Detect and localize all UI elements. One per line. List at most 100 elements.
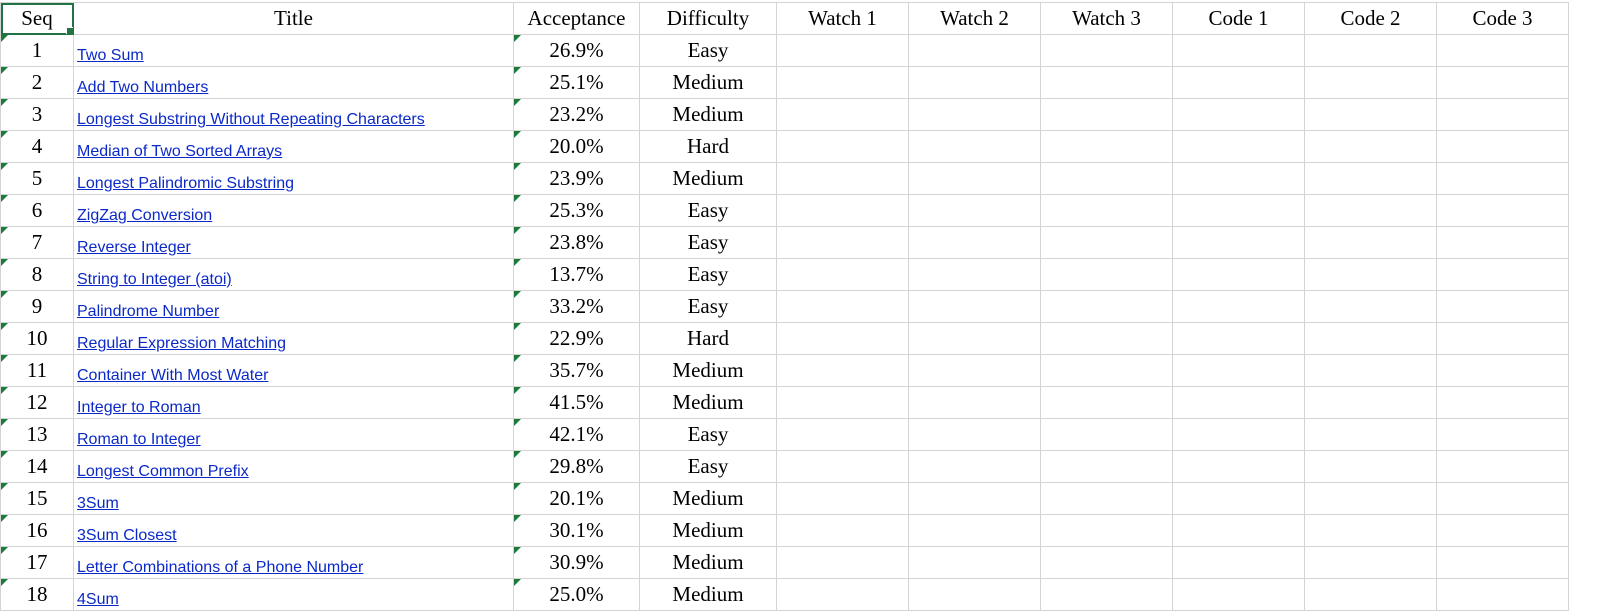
code-1-cell[interactable]: [1172, 258, 1305, 291]
code-1-cell[interactable]: [1172, 322, 1305, 355]
code-3-cell[interactable]: [1436, 162, 1569, 195]
seq-cell[interactable]: 14: [0, 450, 74, 483]
code-3-cell[interactable]: [1436, 578, 1569, 611]
code-2-cell[interactable]: [1304, 258, 1437, 291]
difficulty-cell[interactable]: Easy: [639, 34, 777, 67]
acceptance-cell[interactable]: 25.1%: [513, 66, 640, 99]
seq-cell[interactable]: 10: [0, 322, 74, 355]
title-link[interactable]: Median of Two Sorted Arrays: [77, 143, 283, 160]
watch-1-cell[interactable]: [776, 354, 909, 387]
difficulty-cell[interactable]: Medium: [639, 386, 777, 419]
code-1-cell[interactable]: [1172, 354, 1305, 387]
watch-2-cell[interactable]: [908, 450, 1041, 483]
watch-1-cell[interactable]: [776, 290, 909, 323]
watch-3-cell[interactable]: [1040, 450, 1173, 483]
title-cell[interactable]: Add Two Numbers: [73, 66, 514, 99]
code-2-cell[interactable]: [1304, 194, 1437, 227]
difficulty-cell[interactable]: Medium: [639, 98, 777, 131]
title-cell[interactable]: Longest Palindromic Substring: [73, 162, 514, 195]
watch-2-cell[interactable]: [908, 418, 1041, 451]
watch-1-cell[interactable]: [776, 514, 909, 547]
watch-2-cell[interactable]: [908, 258, 1041, 291]
seq-cell[interactable]: 5: [0, 162, 74, 195]
title-link[interactable]: Integer to Roman: [77, 399, 201, 416]
code-2-cell[interactable]: [1304, 514, 1437, 547]
title-cell[interactable]: Regular Expression Matching: [73, 322, 514, 355]
watch-1-cell[interactable]: [776, 418, 909, 451]
title-link[interactable]: Two Sum: [77, 47, 144, 64]
difficulty-cell[interactable]: Medium: [639, 514, 777, 547]
difficulty-cell[interactable]: Medium: [639, 546, 777, 579]
seq-cell[interactable]: 2: [0, 66, 74, 99]
code-2-cell[interactable]: [1304, 66, 1437, 99]
code-1-cell[interactable]: [1172, 386, 1305, 419]
watch-2-cell[interactable]: [908, 578, 1041, 611]
header-acceptance[interactable]: Acceptance: [513, 2, 640, 35]
code-2-cell[interactable]: [1304, 290, 1437, 323]
watch-2-cell[interactable]: [908, 98, 1041, 131]
difficulty-cell[interactable]: Easy: [639, 290, 777, 323]
code-3-cell[interactable]: [1436, 514, 1569, 547]
watch-3-cell[interactable]: [1040, 514, 1173, 547]
watch-3-cell[interactable]: [1040, 130, 1173, 163]
seq-cell[interactable]: 18: [0, 578, 74, 611]
code-1-cell[interactable]: [1172, 514, 1305, 547]
watch-2-cell[interactable]: [908, 546, 1041, 579]
watch-2-cell[interactable]: [908, 130, 1041, 163]
watch-2-cell[interactable]: [908, 354, 1041, 387]
code-1-cell[interactable]: [1172, 194, 1305, 227]
code-3-cell[interactable]: [1436, 226, 1569, 259]
header-code-1[interactable]: Code 1: [1172, 2, 1305, 35]
watch-3-cell[interactable]: [1040, 226, 1173, 259]
title-cell[interactable]: Median of Two Sorted Arrays: [73, 130, 514, 163]
header-watch-2[interactable]: Watch 2: [908, 2, 1041, 35]
title-link[interactable]: String to Integer (atoi): [77, 271, 232, 288]
watch-1-cell[interactable]: [776, 34, 909, 67]
watch-3-cell[interactable]: [1040, 290, 1173, 323]
watch-3-cell[interactable]: [1040, 34, 1173, 67]
watch-3-cell[interactable]: [1040, 162, 1173, 195]
title-link[interactable]: 4Sum: [77, 591, 119, 608]
header-seq[interactable]: Seq: [0, 2, 74, 35]
seq-cell[interactable]: 11: [0, 354, 74, 387]
code-3-cell[interactable]: [1436, 34, 1569, 67]
seq-cell[interactable]: 9: [0, 290, 74, 323]
watch-1-cell[interactable]: [776, 258, 909, 291]
watch-3-cell[interactable]: [1040, 66, 1173, 99]
acceptance-cell[interactable]: 29.8%: [513, 450, 640, 483]
watch-1-cell[interactable]: [776, 162, 909, 195]
code-2-cell[interactable]: [1304, 130, 1437, 163]
title-cell[interactable]: 3Sum Closest: [73, 514, 514, 547]
title-cell[interactable]: Letter Combinations of a Phone Number: [73, 546, 514, 579]
title-cell[interactable]: Roman to Integer: [73, 418, 514, 451]
title-cell[interactable]: Palindrome Number: [73, 290, 514, 323]
acceptance-cell[interactable]: 30.1%: [513, 514, 640, 547]
code-1-cell[interactable]: [1172, 546, 1305, 579]
acceptance-cell[interactable]: 20.0%: [513, 130, 640, 163]
acceptance-cell[interactable]: 42.1%: [513, 418, 640, 451]
acceptance-cell[interactable]: 13.7%: [513, 258, 640, 291]
watch-2-cell[interactable]: [908, 162, 1041, 195]
difficulty-cell[interactable]: Easy: [639, 194, 777, 227]
watch-2-cell[interactable]: [908, 194, 1041, 227]
title-link[interactable]: Letter Combinations of a Phone Number: [77, 559, 364, 576]
code-2-cell[interactable]: [1304, 418, 1437, 451]
code-3-cell[interactable]: [1436, 194, 1569, 227]
code-3-cell[interactable]: [1436, 450, 1569, 483]
title-cell[interactable]: Reverse Integer: [73, 226, 514, 259]
title-link[interactable]: 3Sum Closest: [77, 527, 177, 544]
acceptance-cell[interactable]: 41.5%: [513, 386, 640, 419]
header-code-3[interactable]: Code 3: [1436, 2, 1569, 35]
code-1-cell[interactable]: [1172, 66, 1305, 99]
watch-1-cell[interactable]: [776, 546, 909, 579]
code-3-cell[interactable]: [1436, 386, 1569, 419]
code-2-cell[interactable]: [1304, 386, 1437, 419]
code-1-cell[interactable]: [1172, 290, 1305, 323]
difficulty-cell[interactable]: Medium: [639, 578, 777, 611]
watch-3-cell[interactable]: [1040, 322, 1173, 355]
acceptance-cell[interactable]: 23.9%: [513, 162, 640, 195]
watch-2-cell[interactable]: [908, 514, 1041, 547]
acceptance-cell[interactable]: 20.1%: [513, 482, 640, 515]
seq-cell[interactable]: 8: [0, 258, 74, 291]
code-2-cell[interactable]: [1304, 578, 1437, 611]
